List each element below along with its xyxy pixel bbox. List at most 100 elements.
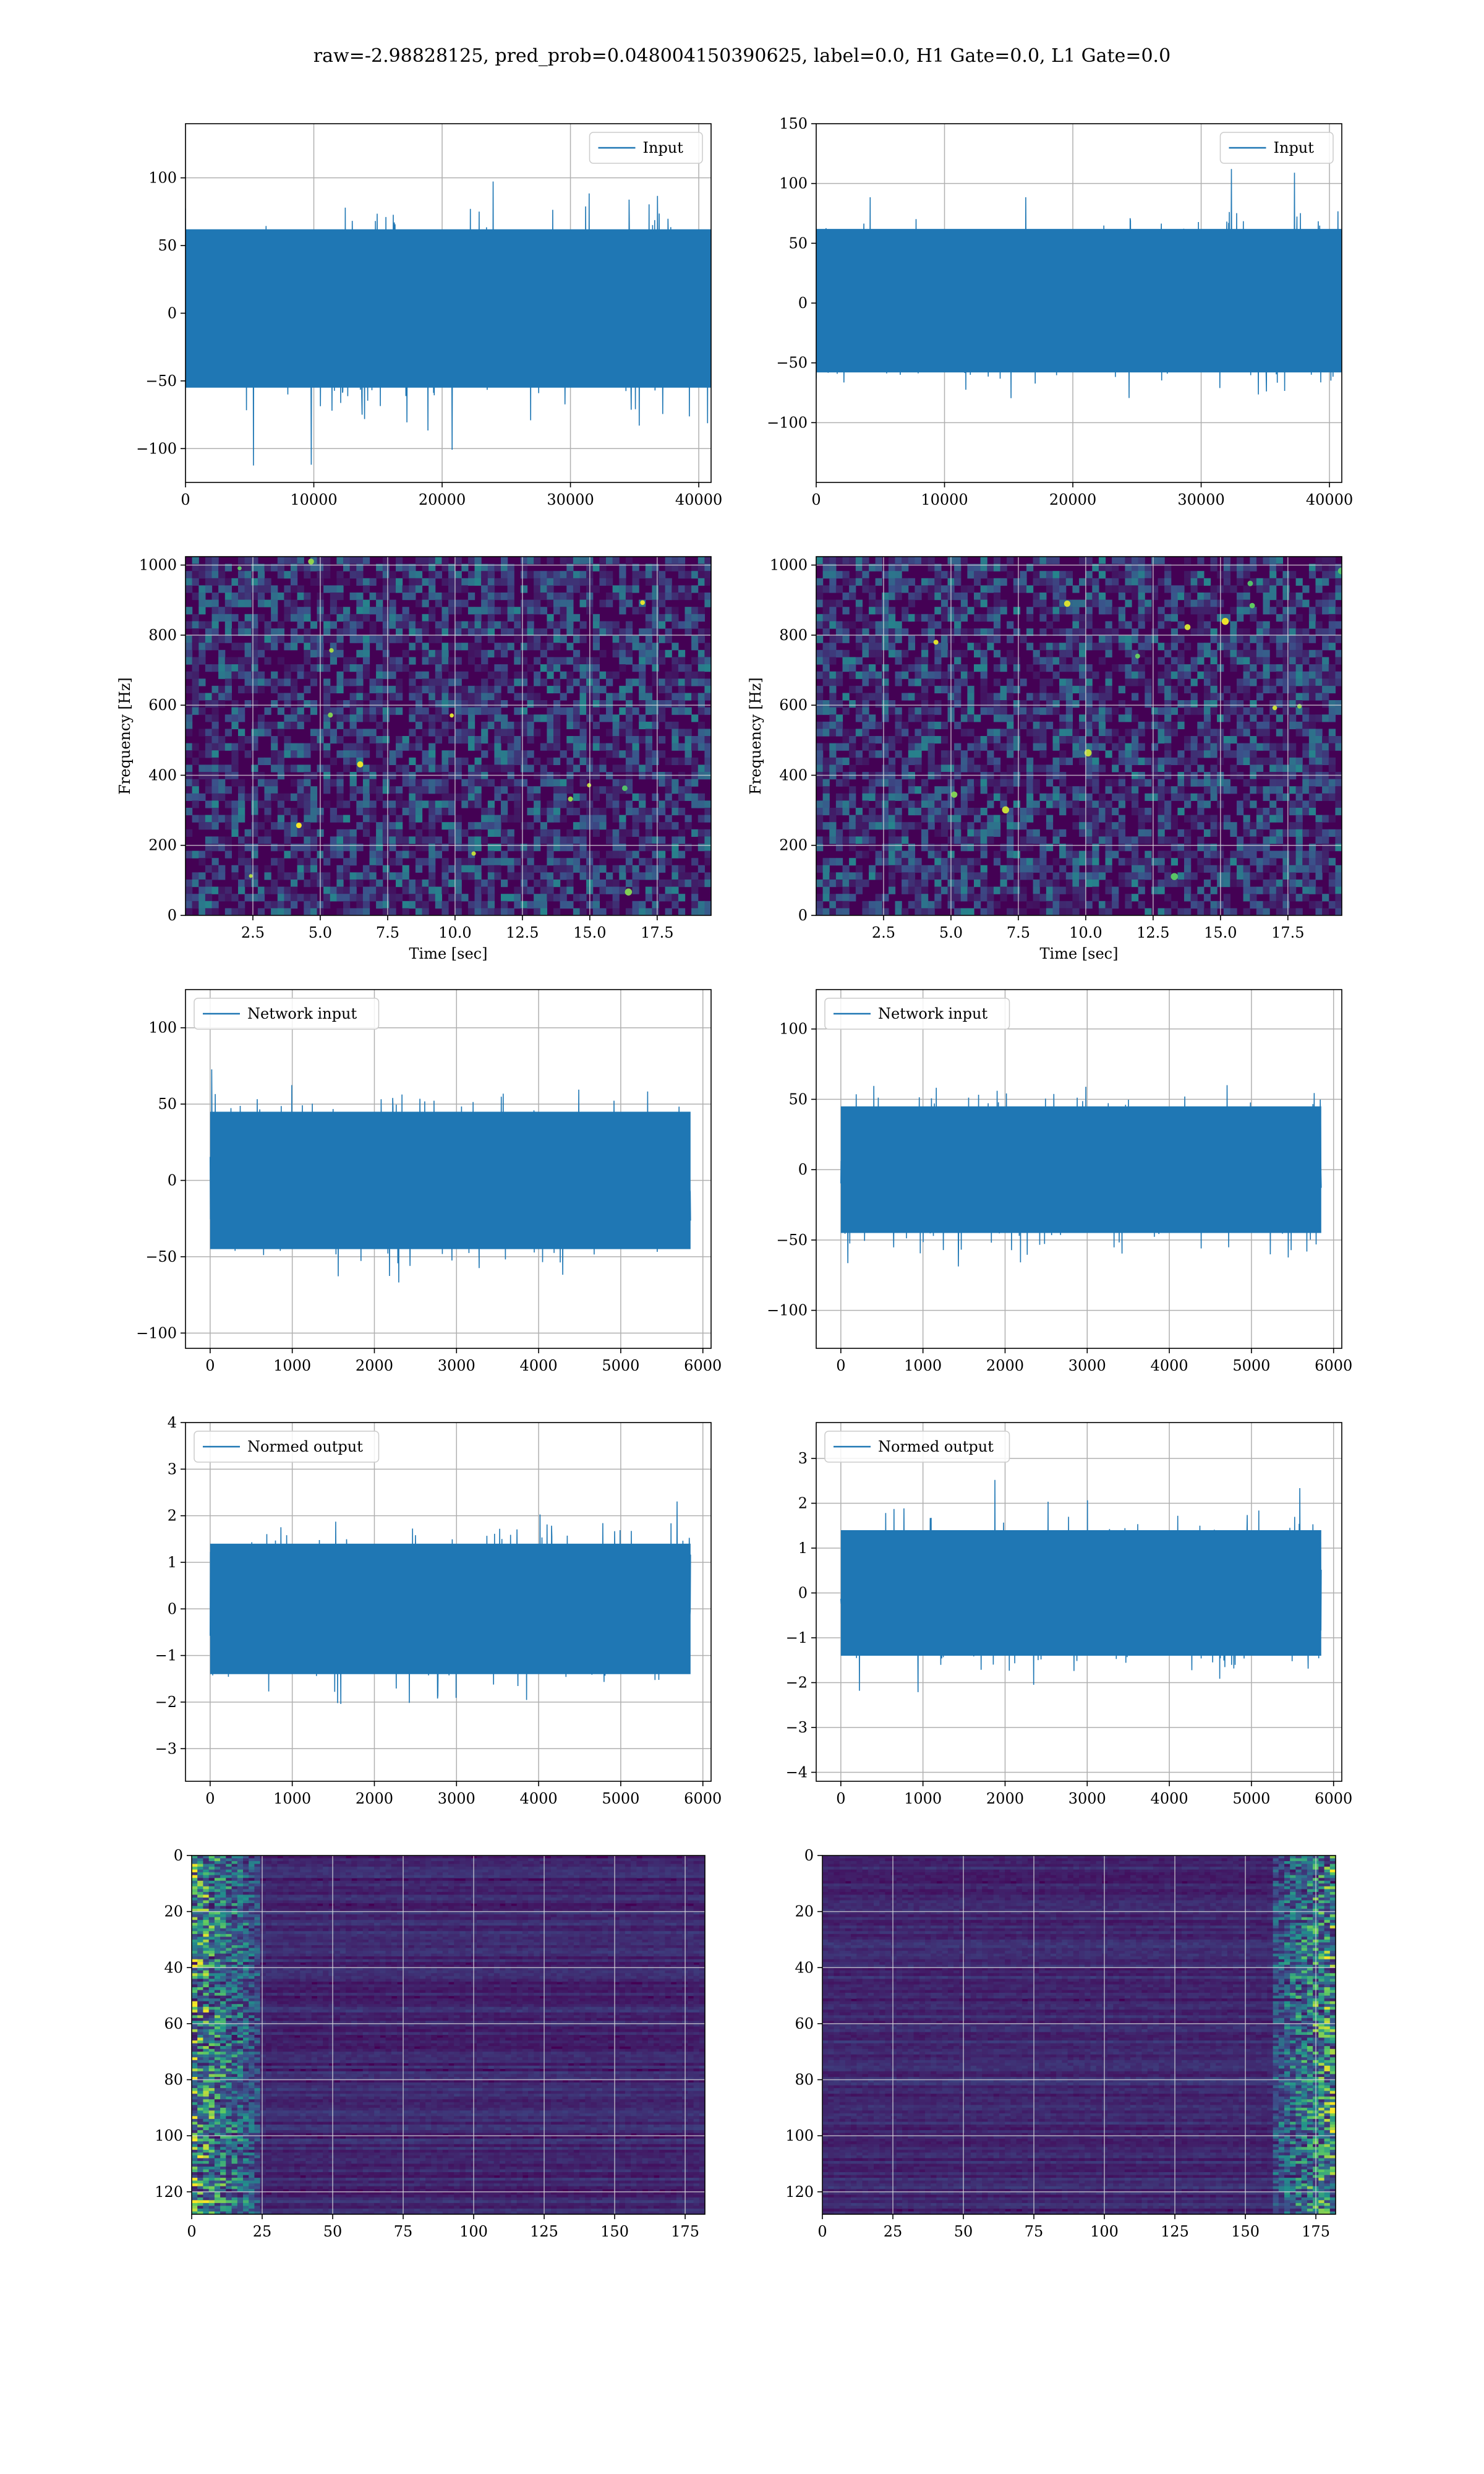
heatmap-cell: [186, 729, 193, 737]
heatmap-cell: [875, 685, 882, 693]
heatmap-cell: [1138, 865, 1145, 873]
heatmap-cell: [849, 844, 856, 852]
heatmap-cell: [1151, 585, 1159, 593]
heatmap-cell: [835, 894, 843, 902]
heatmap-cell: [560, 844, 567, 852]
heatmap-cell: [435, 808, 443, 816]
heatmap-cell: [251, 585, 258, 593]
heatmap-cell: [704, 678, 711, 687]
heatmap-cell: [362, 815, 370, 823]
heatmap-cell: [659, 750, 666, 758]
heatmap-cell: [244, 858, 252, 866]
heatmap-cell: [507, 844, 514, 852]
heatmap-cell: [993, 585, 1001, 593]
heatmap-cell: [1302, 721, 1310, 729]
heatmap-cell: [862, 800, 869, 808]
heatmap-cell: [659, 707, 666, 715]
heatmap-cell: [652, 808, 659, 816]
heatmap-cell: [369, 700, 377, 708]
heatmap-cell: [1197, 721, 1205, 729]
heatmap-cell: [1092, 822, 1099, 830]
heatmap-cell: [336, 700, 344, 708]
heatmap-cell: [592, 621, 600, 629]
heatmap-cell: [566, 836, 574, 844]
heatmap-cell: [1203, 621, 1211, 629]
heatmap-cell: [1197, 599, 1205, 607]
heatmap-cell: [304, 743, 311, 751]
heatmap-cell: [494, 908, 501, 915]
heatmap-cell: [639, 736, 646, 744]
heatmap-cell: [1203, 700, 1211, 708]
heatmap-cell: [1223, 743, 1231, 751]
heatmap-cell: [987, 693, 994, 701]
heatmap-cell: [639, 908, 646, 915]
heatmap-cell: [672, 678, 679, 687]
heatmap-cell: [869, 865, 876, 873]
heatmap-hotspot: [237, 566, 242, 571]
heatmap-cell: [1059, 593, 1067, 601]
heatmap-cell: [349, 571, 357, 579]
heatmap-cell: [599, 764, 607, 773]
heatmap-cell: [882, 621, 889, 629]
heatmap-cell: [659, 858, 666, 866]
heatmap-cell: [652, 607, 659, 615]
heatmap-cell: [875, 635, 882, 643]
heatmap-cell: [1190, 628, 1198, 636]
heatmap-cell: [987, 635, 994, 643]
heatmap-cell: [186, 721, 193, 729]
heatmap-cell: [244, 593, 252, 601]
heatmap-cell: [1039, 880, 1047, 888]
heatmap-cell: [1295, 628, 1303, 636]
heatmap-cell: [224, 664, 232, 672]
heatmap-cell: [1256, 628, 1264, 636]
heatmap-cell: [1263, 585, 1270, 593]
heatmap-cell: [527, 901, 534, 909]
heatmap-cell: [560, 872, 567, 880]
heatmap-cell: [474, 764, 482, 773]
heatmap-cell: [277, 815, 285, 823]
heatmap-cell: [619, 664, 626, 672]
heatmap-cell: [625, 714, 633, 722]
heatmap-cell: [389, 800, 396, 808]
heatmap-cell: [1263, 593, 1270, 601]
heatmap-cell: [1092, 815, 1099, 823]
heatmap-cell: [1132, 593, 1139, 601]
heatmap-cell: [1092, 628, 1099, 636]
heatmap-cell: [238, 793, 245, 801]
heatmap-cell: [362, 865, 370, 873]
heatmap-cell: [454, 886, 462, 894]
heatmap-cell: [566, 571, 574, 579]
heatmap-cell: [291, 829, 298, 837]
heatmap-cell: [927, 850, 935, 858]
heatmap-cell: [652, 844, 659, 852]
heatmap-cell: [540, 822, 548, 830]
heatmap-cell: [238, 901, 245, 909]
heatmap-cell: [382, 664, 390, 672]
heatmap-cell: [481, 858, 488, 866]
heatmap-cell: [1138, 557, 1145, 565]
heatmap-cell: [382, 865, 390, 873]
heatmap-cell: [257, 836, 265, 844]
heatmap-cell: [974, 714, 981, 722]
heatmap-cell: [1125, 844, 1132, 852]
heatmap-cell: [376, 685, 383, 693]
heatmap-cell: [1138, 829, 1145, 837]
heatmap-cell: [349, 880, 357, 888]
heatmap-cell: [1052, 693, 1060, 701]
heatmap-cell: [625, 764, 633, 773]
heatmap-cell: [481, 664, 488, 672]
heatmap-cell: [573, 649, 581, 657]
heatmap-cell: [842, 743, 850, 751]
heatmap-cell: [960, 757, 968, 765]
heatmap-cell: [205, 729, 213, 737]
heatmap-cell: [540, 901, 548, 909]
heatmap-cell: [829, 671, 837, 679]
heatmap-cell: [1263, 743, 1270, 751]
heatmap-cell: [409, 657, 416, 665]
heatmap-cell: [1112, 664, 1119, 672]
heatmap-cell: [304, 700, 311, 708]
heatmap-cell: [579, 599, 587, 607]
heatmap-cell: [198, 607, 206, 615]
heatmap-cell: [389, 858, 396, 866]
heatmap-cell: [277, 707, 285, 715]
